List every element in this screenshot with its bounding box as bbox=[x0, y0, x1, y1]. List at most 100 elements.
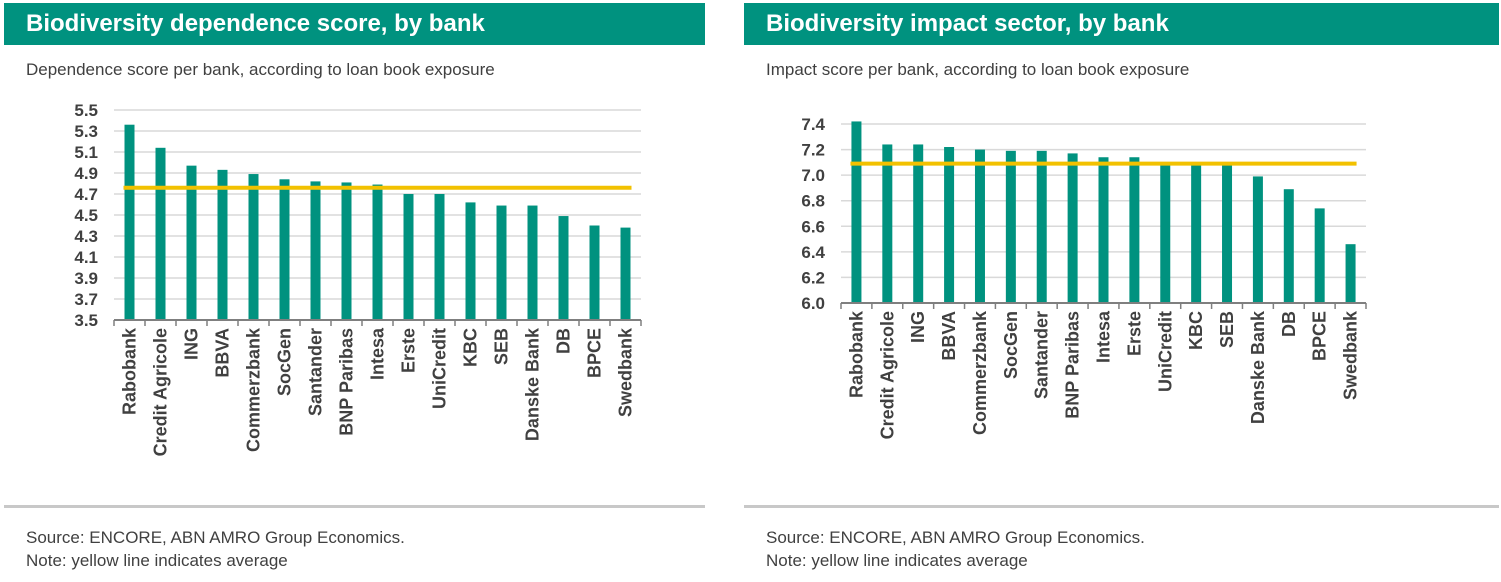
y-tick-label: 3.9 bbox=[74, 269, 98, 288]
x-tick-label: Intesa bbox=[1094, 310, 1114, 363]
y-tick-label: 7.2 bbox=[801, 141, 825, 160]
x-tick-label: KBC bbox=[461, 328, 481, 367]
dependence-chart-panel: Biodiversity dependence score, by bank D… bbox=[0, 0, 710, 582]
x-tick-label: UniCredit bbox=[430, 328, 450, 409]
y-tick-label: 7.0 bbox=[801, 166, 825, 185]
bar-swedbank bbox=[1345, 244, 1356, 303]
bar-rabobank bbox=[124, 124, 135, 320]
bar-seb bbox=[1222, 164, 1233, 303]
bar-bpce bbox=[589, 225, 600, 320]
bar-credit-agricole bbox=[155, 147, 166, 320]
bar-bnp-paribas bbox=[341, 182, 352, 320]
y-tick-label: 4.5 bbox=[74, 206, 98, 225]
y-tick-label: 5.1 bbox=[74, 143, 98, 162]
y-tick-label: 6.2 bbox=[801, 268, 825, 287]
x-tick-label: BBVA bbox=[213, 328, 233, 378]
bar-unicredit bbox=[1160, 164, 1171, 303]
x-tick-label: Rabobank bbox=[846, 310, 866, 398]
bar-bpce bbox=[1314, 208, 1325, 303]
average-note: Note: yellow line indicates average bbox=[26, 551, 288, 570]
x-tick-label: Santander bbox=[1032, 311, 1052, 399]
x-tick-label: BBVA bbox=[939, 311, 959, 361]
y-tick-label: 6.6 bbox=[801, 217, 825, 236]
y-tick-label: 4.7 bbox=[74, 185, 98, 204]
x-tick-label: Credit Agricole bbox=[151, 328, 171, 456]
x-tick-label: Swedbank bbox=[1341, 310, 1361, 400]
x-tick-label: DB bbox=[1279, 311, 1299, 337]
bar-intesa bbox=[372, 184, 383, 320]
x-tick-label: Commerzbank bbox=[970, 310, 990, 435]
x-tick-label: ING bbox=[908, 311, 928, 343]
x-tick-label: Erste bbox=[399, 328, 419, 373]
bar-bbva bbox=[944, 147, 955, 303]
bar-kbc bbox=[1191, 164, 1202, 303]
x-tick-label: KBC bbox=[1186, 311, 1206, 350]
y-tick-label: 3.5 bbox=[74, 311, 98, 330]
bar-intesa bbox=[1098, 157, 1109, 303]
footer-divider bbox=[744, 505, 1499, 508]
y-tick-label: 5.5 bbox=[74, 101, 98, 120]
bar-swedbank bbox=[620, 227, 631, 320]
x-tick-label: Danske Bank bbox=[1248, 310, 1268, 424]
x-tick-label: SocGen bbox=[1001, 311, 1021, 379]
y-tick-label: 6.4 bbox=[801, 243, 825, 262]
dependence-bar-chart: 3.5 3.7 3.9 4.1 4.3 4.5 4.7 4.9 5.1 5.3 5.5 Raboban… bbox=[74, 101, 642, 456]
x-tick-label: SEB bbox=[1217, 311, 1237, 348]
x-tick-label: BPCE bbox=[585, 328, 605, 378]
bar-ing bbox=[186, 165, 197, 320]
x-tick-label: Intesa bbox=[368, 327, 388, 380]
x-tick-label: DB bbox=[554, 328, 574, 354]
x-tick-label: BPCE bbox=[1310, 311, 1330, 361]
bar-erste bbox=[1129, 157, 1140, 303]
y-tick-label: 3.7 bbox=[74, 290, 98, 309]
x-tick-label: Danske Bank bbox=[523, 327, 543, 441]
bar-danske-bank bbox=[1252, 176, 1263, 303]
x-tick-label: UniCredit bbox=[1155, 311, 1175, 392]
x-tick-label: Erste bbox=[1124, 311, 1144, 356]
impact-chart-panel: Biodiversity impact sector, by bank Impa… bbox=[740, 0, 1501, 582]
y-tick-label: 6.0 bbox=[801, 294, 825, 313]
bar-danske-bank bbox=[527, 205, 538, 320]
x-tick-label: Commerzbank bbox=[244, 327, 264, 452]
bar-credit-agricole bbox=[882, 144, 893, 303]
bar-seb bbox=[496, 205, 507, 320]
x-tick-label: ING bbox=[182, 328, 202, 360]
y-tick-label: 4.1 bbox=[74, 248, 98, 267]
chart-subtitle: Impact score per bank, according to loan… bbox=[766, 60, 1190, 79]
chart-title: Biodiversity impact sector, by bank bbox=[744, 3, 1499, 45]
bar-commerzbank bbox=[974, 149, 985, 303]
y-tick-label: 4.9 bbox=[74, 164, 98, 183]
x-tick-label: BNP Paribas bbox=[1063, 311, 1083, 419]
x-tick-label: SocGen bbox=[275, 328, 295, 396]
bar-santander bbox=[310, 181, 321, 320]
x-tick-label: BNP Paribas bbox=[337, 328, 357, 436]
bar-commerzbank bbox=[248, 174, 259, 320]
y-tick-label: 6.8 bbox=[801, 192, 825, 211]
x-tick-label: SEB bbox=[492, 328, 512, 365]
x-tick-label: Rabobank bbox=[120, 327, 140, 415]
bar-rabobank bbox=[851, 121, 862, 303]
chart-subtitle: Dependence score per bank, according to … bbox=[26, 60, 495, 79]
footer-divider bbox=[4, 505, 705, 508]
average-note: Note: yellow line indicates average bbox=[766, 551, 1028, 570]
x-tick-label: Swedbank bbox=[616, 327, 636, 417]
x-tick-label: Santander bbox=[306, 328, 326, 416]
x-tick-label: Credit Agricole bbox=[877, 311, 897, 439]
chart-title: Biodiversity dependence score, by bank bbox=[4, 3, 705, 45]
bar-bbva bbox=[217, 169, 228, 320]
bar-db bbox=[1283, 189, 1294, 303]
source-note: Source: ENCORE, ABN AMRO Group Economics… bbox=[26, 528, 405, 547]
impact-bar-chart: 6.0 6.2 6.4 6.6 6.8 7.0 7.2 7.4 Rabobank Credit A… bbox=[801, 115, 1367, 439]
bar-socgen bbox=[279, 179, 290, 320]
bar-db bbox=[558, 216, 569, 320]
bar-kbc bbox=[465, 202, 476, 320]
bar-socgen bbox=[1005, 150, 1016, 303]
bar-ing bbox=[913, 144, 924, 303]
bar-unicredit bbox=[434, 194, 445, 320]
y-tick-label: 7.4 bbox=[801, 115, 825, 134]
bar-santander bbox=[1036, 150, 1047, 303]
bar-erste bbox=[403, 194, 414, 320]
bar-bnp-paribas bbox=[1067, 153, 1078, 303]
source-note: Source: ENCORE, ABN AMRO Group Economics… bbox=[766, 528, 1145, 547]
y-tick-label: 5.3 bbox=[74, 122, 98, 141]
